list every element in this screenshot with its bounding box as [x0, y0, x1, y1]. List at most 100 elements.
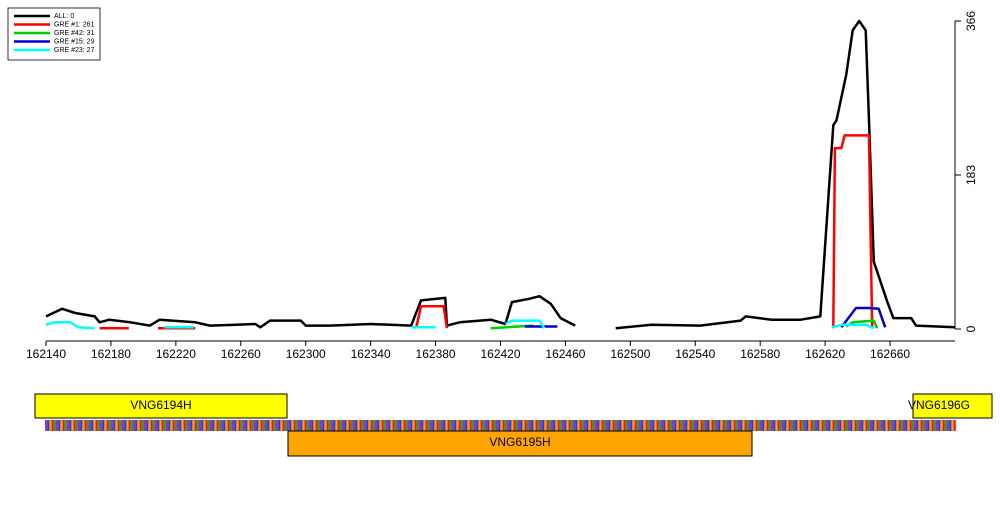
sequence-base	[575, 420, 578, 431]
sequence-base	[185, 420, 188, 431]
sequence-base	[188, 420, 191, 431]
sequence-base	[619, 420, 622, 431]
sequence-base	[148, 420, 151, 431]
sequence-base	[432, 420, 435, 431]
sequence-base	[841, 420, 844, 431]
sequence-base	[480, 420, 483, 431]
sequence-base	[551, 420, 554, 431]
sequence-base	[478, 420, 481, 431]
sequence-base	[243, 420, 246, 431]
sequence-base	[97, 420, 100, 431]
sequence-base	[762, 420, 765, 431]
x-tick-label: 162380	[416, 347, 456, 361]
sequence-base	[524, 420, 527, 431]
sequence-base	[562, 420, 565, 431]
sequence-base	[916, 420, 919, 431]
legend-label: GRE #42: 31	[54, 30, 95, 37]
sequence-base	[757, 420, 760, 431]
sequence-base	[111, 420, 114, 431]
sequence-base	[62, 420, 65, 431]
sequence-base	[557, 420, 560, 431]
sequence-base	[634, 420, 637, 431]
sequence-base	[713, 420, 716, 431]
sequence-base	[691, 420, 694, 431]
sequence-base	[251, 420, 254, 431]
sequence-base	[944, 420, 947, 431]
sequence-base	[401, 420, 404, 431]
sequence-base	[784, 420, 787, 431]
sequence-base	[584, 420, 587, 431]
sequence-base	[786, 420, 789, 431]
sequence-base	[645, 420, 648, 431]
sequence-base	[117, 420, 120, 431]
sequence-base	[150, 420, 153, 431]
sequence-base	[249, 420, 252, 431]
sequence-base	[878, 420, 881, 431]
sequence-base	[515, 420, 518, 431]
sequence-base	[383, 420, 386, 431]
sequence-base	[883, 420, 886, 431]
sequence-base	[650, 420, 653, 431]
sequence-base	[225, 420, 228, 431]
sequence-base	[755, 420, 758, 431]
sequence-base	[793, 420, 796, 431]
sequence-base	[104, 420, 107, 431]
sequence-base	[84, 420, 87, 431]
sequence-base	[122, 420, 125, 431]
sequence-base	[278, 420, 281, 431]
sequence-base	[751, 420, 754, 431]
sequence-base	[152, 420, 155, 431]
sequence-base	[828, 420, 831, 431]
sequence-base	[826, 420, 829, 431]
sequence-base	[223, 420, 226, 431]
sequence-base	[683, 420, 686, 431]
sequence-base	[133, 420, 136, 431]
sequence-base	[896, 420, 899, 431]
sequence-base	[218, 420, 221, 431]
sequence-base	[265, 420, 268, 431]
sequence-base	[291, 420, 294, 431]
sequence-base	[623, 420, 626, 431]
sequence-base	[632, 420, 635, 431]
sequence-base	[700, 420, 703, 431]
sequence-base	[764, 420, 767, 431]
sequence-base	[53, 420, 56, 431]
series-line	[45, 19, 956, 330]
sequence-base	[353, 420, 356, 431]
sequence-base	[771, 420, 774, 431]
sequence-base	[892, 420, 895, 431]
sequence-base	[135, 420, 138, 431]
sequence-base	[60, 420, 63, 431]
sequence-base	[397, 420, 400, 431]
sequence-base	[863, 420, 866, 431]
sequence-base	[287, 420, 290, 431]
sequence-base	[130, 420, 133, 431]
sequence-base	[443, 420, 446, 431]
sequence-base	[262, 420, 265, 431]
sequence-base	[357, 420, 360, 431]
sequence-base	[601, 420, 604, 431]
sequence-base	[647, 420, 650, 431]
sequence-base	[227, 420, 230, 431]
sequence-base	[768, 420, 771, 431]
sequence-base	[845, 420, 848, 431]
sequence-base	[254, 420, 257, 431]
sequence-base	[377, 420, 380, 431]
sequence-base	[416, 420, 419, 431]
sequence-base	[181, 420, 184, 431]
sequence-base	[907, 420, 910, 431]
sequence-base	[911, 420, 914, 431]
sequence-base	[914, 420, 917, 431]
sequence-base	[236, 420, 239, 431]
sequence-base	[427, 420, 430, 431]
sequence-base	[749, 420, 752, 431]
sequence-base	[146, 420, 149, 431]
legend-label: ALL: 0	[54, 13, 74, 20]
sequence-base	[742, 420, 745, 431]
sequence-base	[617, 420, 620, 431]
sequence-base	[73, 420, 76, 431]
sequence-base	[71, 420, 74, 431]
sequence-base	[720, 420, 723, 431]
sequence-base	[555, 420, 558, 431]
